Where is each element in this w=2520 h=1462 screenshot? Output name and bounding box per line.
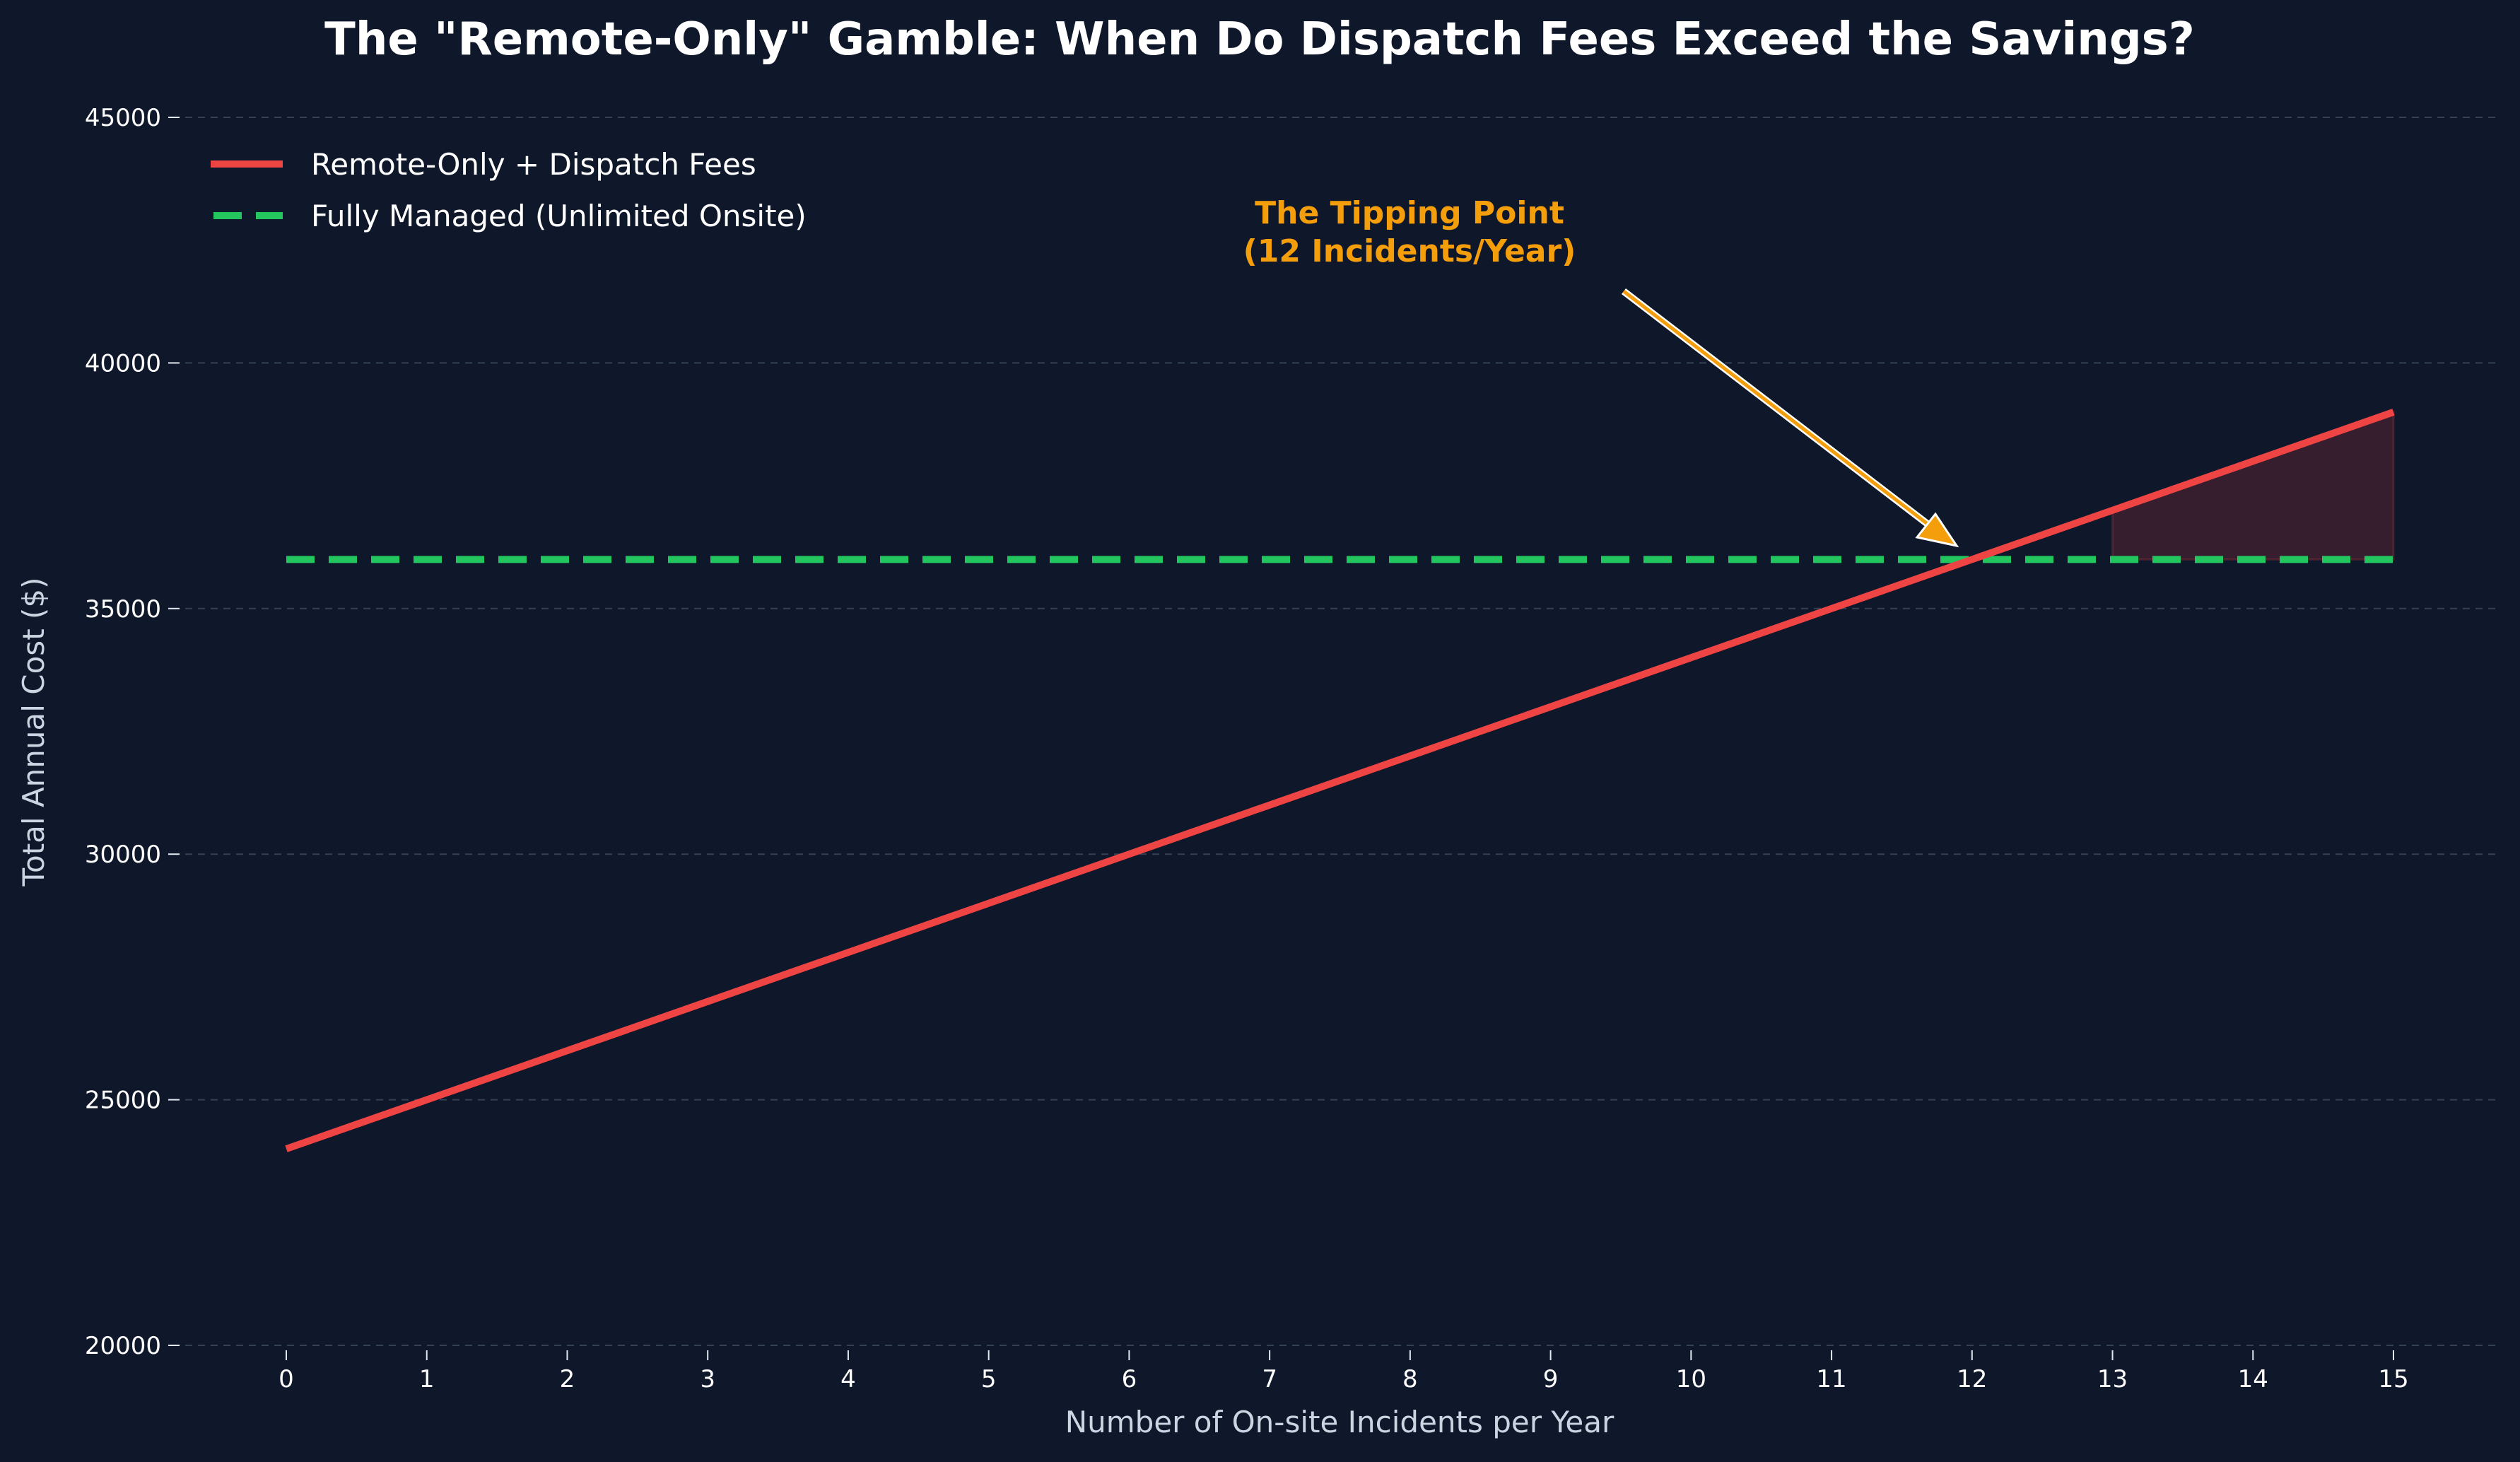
annotation: The Tipping Point (12 Incidents/Year): [1243, 195, 1959, 548]
y-tick-label: 25000: [85, 1087, 161, 1115]
x-axis: 0 1 2 3 4 5 6 7 8 9 10 11 12 13 14 15: [279, 1350, 2409, 1393]
x-tick-label: 3: [700, 1365, 715, 1393]
x-tick-label: 6: [1122, 1365, 1137, 1393]
legend-label-fully-managed: Fully Managed (Unlimited Onsite): [311, 199, 807, 233]
x-tick-label: 1: [419, 1365, 435, 1393]
x-tick-label: 4: [840, 1365, 856, 1393]
y-tick-label: 30000: [85, 841, 161, 869]
x-tick-label: 12: [1957, 1365, 1987, 1393]
x-tick-label: 13: [2097, 1365, 2128, 1393]
y-axis: 20000 25000 30000 35000 40000 45000: [85, 104, 180, 1360]
x-tick-label: 14: [2238, 1365, 2268, 1393]
annotation-arrowhead: [1915, 512, 1959, 548]
x-tick-label: 10: [1676, 1365, 1706, 1393]
x-axis-label: Number of On-site Incidents per Year: [1065, 1405, 1614, 1439]
x-tick-label: 2: [560, 1365, 575, 1393]
y-axis-label: Total Annual Cost ($): [16, 577, 51, 887]
x-tick-label: 15: [2378, 1365, 2408, 1393]
legend-label-remote-only: Remote-Only + Dispatch Fees: [311, 147, 756, 182]
y-tick-label: 20000: [85, 1332, 161, 1360]
x-tick-label: 8: [1402, 1365, 1418, 1393]
x-tick-label: 9: [1543, 1365, 1559, 1393]
annotation-line-1: The Tipping Point: [1255, 195, 1564, 231]
x-tick-label: 11: [1816, 1365, 1846, 1393]
legend: Remote-Only + Dispatch Fees Fully Manage…: [211, 147, 807, 233]
y-tick-label: 45000: [85, 104, 161, 132]
series-line-remote-only: [285, 409, 2395, 1152]
gridlines: [185, 117, 2500, 1346]
x-tick-label: 5: [981, 1365, 997, 1393]
annotation-arrow-inner: [1622, 290, 1942, 535]
y-tick-label: 40000: [85, 349, 161, 378]
y-tick-label: 35000: [85, 595, 161, 624]
x-tick-label: 0: [279, 1365, 294, 1393]
chart-title: The "Remote-Only" Gamble: When Do Dispat…: [324, 13, 2195, 66]
x-tick-label: 7: [1262, 1365, 1277, 1393]
annotation-line-2: (12 Incidents/Year): [1243, 233, 1576, 269]
